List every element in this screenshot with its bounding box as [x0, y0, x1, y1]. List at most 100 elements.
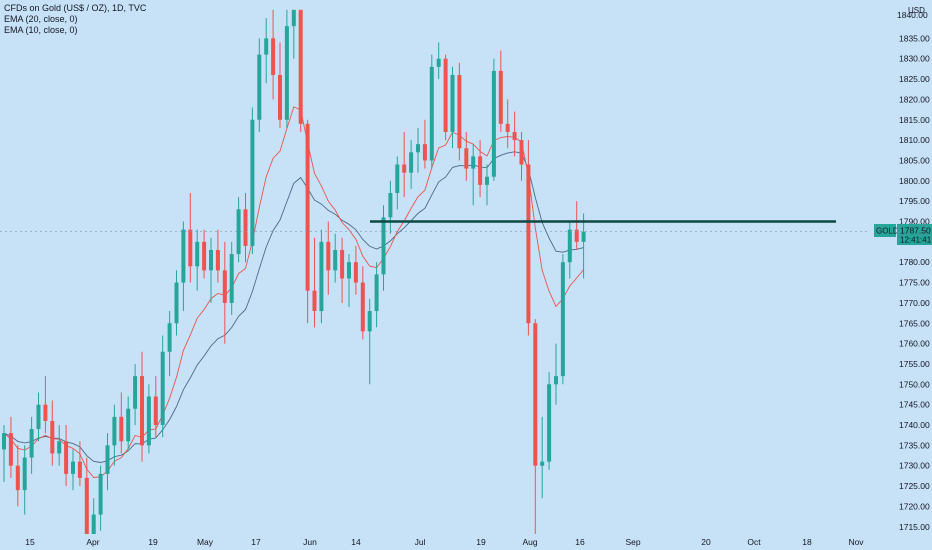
countdown-timer: 12:41:41 — [900, 236, 932, 245]
legend-ema10: EMA (10, close, 0) — [4, 25, 78, 35]
candle-body — [77, 461, 82, 478]
candle-body — [416, 144, 420, 153]
candle-body — [409, 152, 414, 173]
candle — [547, 372, 552, 470]
price-tick-label: 1805.00 — [899, 156, 930, 166]
candle-body — [215, 249, 220, 271]
candle — [402, 131, 407, 198]
candle-body — [560, 262, 565, 377]
time-axis[interactable]: 15 Apr 19 May 17 Jun 14 Jul 19 Aug 16 Sep 20 Oct 18 Nov — [25, 537, 864, 547]
candle — [554, 343, 558, 405]
candle — [153, 376, 158, 438]
price-tick-label: 1780.00 — [899, 257, 930, 267]
candle-body — [360, 282, 365, 332]
candle-body — [264, 38, 269, 55]
candle — [112, 404, 117, 466]
candle-body — [381, 217, 386, 275]
price-tick-label: 1750.00 — [899, 379, 930, 389]
candle — [540, 416, 545, 499]
candle-body — [195, 241, 200, 267]
candle — [160, 335, 165, 438]
time-tick-label: 18 — [802, 537, 812, 547]
price-tick-label: 1765.00 — [899, 318, 930, 328]
candle — [188, 193, 193, 283]
candle-body — [126, 408, 131, 442]
candle — [257, 38, 262, 132]
currency-label: USD — [908, 6, 925, 15]
candle — [15, 445, 20, 507]
candle — [395, 156, 400, 210]
candle-body — [36, 404, 41, 430]
price-tick-label: 1760.00 — [899, 339, 930, 349]
candle-body — [29, 429, 34, 458]
candle-body — [374, 274, 379, 312]
candle-body — [533, 323, 538, 466]
price-axis[interactable]: USD 1840.00 1715.00 1720.00 1725.00 1730.00… — [874, 6, 932, 532]
candle-body — [429, 66, 434, 161]
candle-body — [395, 164, 400, 194]
ema10-line — [3, 106, 584, 478]
candle-body — [471, 156, 476, 169]
candle — [2, 425, 6, 482]
ema20-layer — [3, 151, 584, 463]
candle-body — [443, 58, 448, 132]
candle-body — [250, 119, 255, 246]
candle — [236, 197, 241, 263]
time-tick-label: 16 — [575, 537, 585, 547]
time-tick-label: Aug — [522, 537, 537, 547]
candle-body — [485, 176, 489, 185]
candle — [360, 266, 365, 340]
candle — [8, 416, 13, 478]
price-tick-label: 1715.00 — [899, 522, 930, 532]
candle — [471, 144, 476, 206]
candle-body — [340, 249, 345, 279]
price-tick-label: 1755.00 — [899, 359, 930, 369]
price-tag: GOLD 1787.50 12:41:41 — [874, 224, 932, 245]
candle-body — [498, 70, 503, 124]
candle-body — [491, 70, 496, 177]
candle — [526, 140, 531, 336]
candle — [533, 319, 538, 534]
candle-body — [229, 254, 234, 303]
candle-body — [243, 209, 248, 246]
time-tick-label: Oct — [747, 537, 761, 547]
price-tick-label: 1730.00 — [899, 461, 930, 471]
candle-body — [450, 74, 455, 132]
candle — [374, 262, 379, 328]
price-tick-label: 1720.00 — [899, 501, 930, 511]
candle-body — [8, 433, 13, 466]
time-tick-label: 17 — [251, 537, 261, 547]
candle — [243, 193, 248, 263]
candle — [36, 392, 41, 442]
candle-body — [567, 229, 572, 263]
candle-body — [402, 164, 407, 173]
legend-title: CFDs on Gold (US$ / OZ), 1D, TVC — [4, 3, 147, 13]
price-tick-label: 1825.00 — [899, 74, 930, 84]
plot-area — [0, 9, 868, 534]
candle — [305, 119, 310, 324]
candle — [250, 107, 255, 255]
price-tick-label: 1735.00 — [899, 440, 930, 450]
candle — [29, 416, 34, 474]
candle-body — [209, 249, 213, 271]
candle-body — [347, 262, 351, 279]
candle-body — [547, 384, 552, 462]
candle — [133, 363, 138, 425]
candle-body — [464, 148, 469, 169]
price-tick-label: 1800.00 — [899, 176, 930, 186]
time-tick-label: Jul — [415, 537, 426, 547]
price-tick-label: 1835.00 — [899, 33, 930, 43]
candle — [560, 254, 565, 385]
candle — [71, 449, 75, 491]
price-tick-label: 1770.00 — [899, 298, 930, 308]
price-tag-background — [897, 224, 932, 245]
candle-body — [105, 445, 110, 474]
price-tick-label: 1830.00 — [899, 54, 930, 64]
candle-body — [540, 461, 545, 466]
candle-body — [174, 282, 179, 324]
candle-body — [519, 140, 524, 165]
candle — [512, 111, 517, 157]
ema20-line — [3, 151, 584, 463]
candle — [105, 433, 110, 491]
